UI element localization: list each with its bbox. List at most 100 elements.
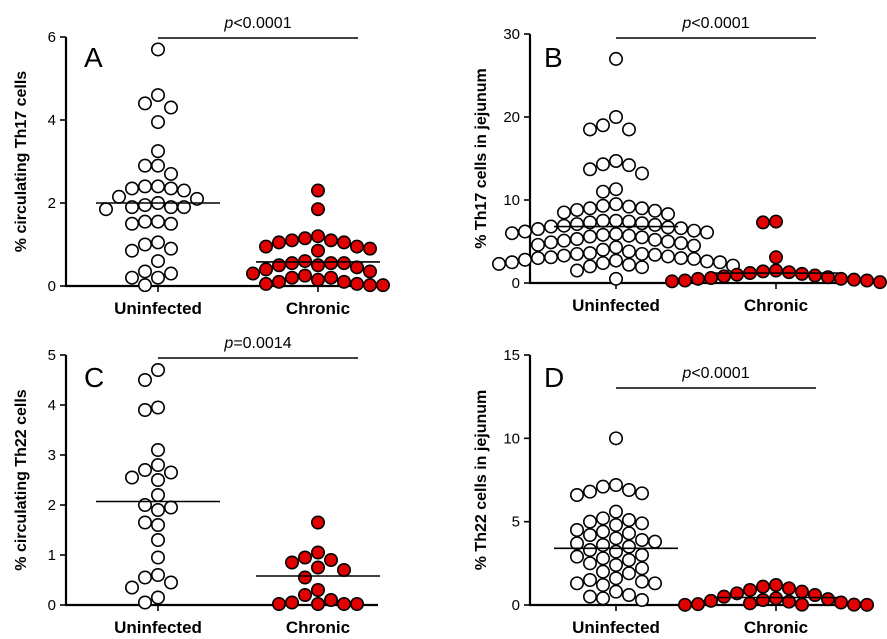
data-point <box>530 237 545 252</box>
data-point <box>621 244 636 259</box>
data-point <box>323 592 338 607</box>
data-point <box>595 511 610 526</box>
data-point <box>608 197 623 212</box>
data-point <box>595 537 610 552</box>
data-point <box>125 181 140 196</box>
data-point <box>556 248 571 263</box>
data-point <box>582 527 597 542</box>
data-point <box>768 591 783 606</box>
data-point <box>755 215 770 230</box>
data-point <box>582 259 597 274</box>
data-point <box>582 589 597 604</box>
data-point <box>634 516 649 531</box>
data-point <box>151 158 166 173</box>
data-point <box>190 191 205 206</box>
data-point <box>595 591 610 606</box>
data-point <box>595 213 610 228</box>
data-point <box>336 256 351 271</box>
y-tick-label: 4 <box>48 397 56 414</box>
data-point <box>712 255 727 270</box>
data-point <box>543 250 558 265</box>
data-point <box>608 271 623 286</box>
data-point <box>690 597 705 612</box>
data-point <box>634 547 649 562</box>
data-point <box>634 230 649 245</box>
y-tick-label: 6 <box>48 29 56 46</box>
y-tick-label: 20 <box>503 109 520 126</box>
data-point <box>112 189 127 204</box>
p-symbol: p <box>681 365 691 382</box>
y-tick-label: 0 <box>48 278 56 295</box>
panel-D: 0 5 10 15 Uninfected Chronic % Th22 cells in j… <box>473 347 874 637</box>
data-point <box>336 274 351 289</box>
data-point <box>686 251 701 266</box>
data-point <box>755 264 770 279</box>
data-point <box>634 574 649 589</box>
data-point <box>323 233 338 248</box>
data-point <box>151 42 166 57</box>
data-point <box>582 572 597 587</box>
data-point <box>716 269 731 284</box>
data-point <box>673 236 688 251</box>
data-point <box>608 477 623 492</box>
y-axis-label: % Th17 cells in jejunum <box>473 68 490 249</box>
data-point <box>336 562 351 577</box>
data-point <box>164 241 179 256</box>
data-point <box>608 571 623 586</box>
p-value: <0.0001 <box>233 15 291 32</box>
data-point <box>608 51 623 66</box>
p-value-label: p<0.0001 <box>681 15 749 32</box>
category-label: Uninfected <box>572 618 660 637</box>
data-point <box>794 597 809 612</box>
data-point <box>375 278 390 293</box>
data-point <box>595 524 610 539</box>
data-point <box>125 216 140 231</box>
data-point <box>151 532 166 547</box>
data-point <box>151 567 166 582</box>
y-tick-label: 5 <box>48 347 56 364</box>
data-point <box>138 214 153 229</box>
data-point <box>582 556 597 571</box>
data-point <box>608 584 623 599</box>
data-point <box>151 362 166 377</box>
data-point <box>673 251 688 266</box>
data-point <box>755 592 770 607</box>
y-tick-label: 30 <box>503 26 520 43</box>
y-tick-label: 5 <box>512 514 520 531</box>
data-point <box>310 582 325 597</box>
data-point <box>872 275 887 290</box>
data-point <box>517 224 532 239</box>
y-tick-label: 2 <box>48 497 56 514</box>
data-point <box>621 158 636 173</box>
data-point <box>582 514 597 529</box>
data-point <box>530 251 545 266</box>
data-point <box>699 225 714 240</box>
data-point <box>582 246 597 261</box>
data-point <box>138 372 153 387</box>
data-point <box>177 183 192 198</box>
data-point <box>323 552 338 567</box>
data-point <box>362 241 377 256</box>
data-point <box>297 587 312 602</box>
data-point <box>151 517 166 532</box>
data-point <box>664 274 679 289</box>
data-point <box>621 257 636 272</box>
data-point <box>258 276 273 291</box>
data-point <box>323 270 338 285</box>
data-point <box>781 581 796 596</box>
data-point <box>310 515 325 530</box>
y-tick-label: 4 <box>48 112 56 129</box>
data-point <box>621 512 636 527</box>
data-point <box>556 218 571 233</box>
data-point <box>151 214 166 229</box>
data-point <box>608 531 623 546</box>
data-point <box>336 235 351 250</box>
data-point <box>677 597 692 612</box>
y-tick-label: 3 <box>48 447 56 464</box>
data-point <box>595 256 610 271</box>
data-point <box>491 256 506 271</box>
data-point <box>729 267 744 282</box>
data-point <box>151 115 166 130</box>
panel-letter: C <box>84 362 104 393</box>
